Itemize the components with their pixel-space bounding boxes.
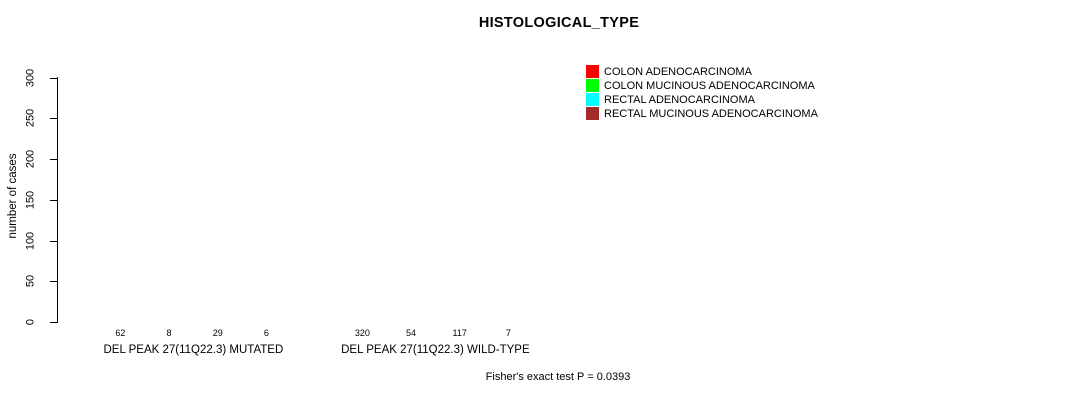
bar-value-label: 62 [115, 328, 126, 338]
y-tick [50, 159, 57, 160]
y-tick-label: 200 [24, 149, 37, 169]
legend-label: RECTAL MUCINOUS ADENOCARCINOMA [604, 107, 818, 120]
y-tick-label: 0 [24, 318, 37, 326]
y-tick [50, 199, 57, 201]
y-axis-line [57, 77, 58, 323]
y-tick-label: 250 [24, 109, 37, 128]
y-tick [50, 118, 57, 120]
bar-value-label: 117 [452, 328, 467, 338]
y-tick-label: 50 [24, 275, 37, 288]
legend-label: COLON ADENOCARCINOMA [604, 66, 752, 78]
chart-title: HISTOLOGICAL_TYPE [478, 15, 640, 31]
y-tick-label: 100 [24, 231, 37, 250]
bar-value-label: 7 [505, 328, 511, 338]
bar-value-label: 320 [354, 328, 370, 338]
fisher-test-annotation: Fisher's exact test P = 0.0393 [485, 371, 631, 383]
bar-value-label: 6 [263, 328, 269, 338]
group-label: DEL PEAK 27(11Q22.3) WILD-TYPE [341, 344, 530, 356]
legend-swatch [586, 78, 599, 92]
y-tick-label: 300 [24, 68, 37, 87]
y-tick-label: 150 [24, 190, 37, 209]
legend-label: RECTAL ADENOCARCINOMA [604, 93, 755, 106]
legend-swatch [586, 92, 599, 106]
group-label: DEL PEAK 27(11Q22.3) MUTATED [103, 344, 284, 356]
y-tick [50, 240, 57, 242]
y-tick [50, 77, 57, 79]
y-tick [50, 322, 57, 323]
bar-value-label: 54 [406, 328, 417, 338]
legend-swatch [586, 106, 599, 120]
legend-swatch [586, 65, 599, 78]
bar-value-label: 8 [166, 328, 172, 338]
y-axis-title: number of cases [7, 153, 19, 239]
y-tick [50, 281, 57, 283]
bar-value-label: 29 [212, 328, 223, 338]
legend-label: COLON MUCINOUS ADENOCARCINOMA [604, 79, 815, 92]
